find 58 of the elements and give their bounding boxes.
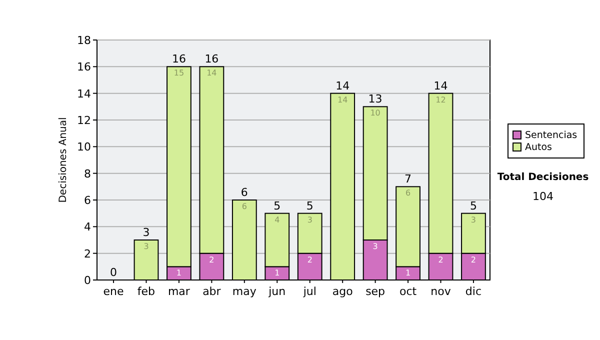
data-label: 2 bbox=[470, 255, 476, 264]
y-tick-label: 6 bbox=[84, 194, 91, 207]
y-tick-label: 8 bbox=[84, 167, 91, 180]
total-label: 14 bbox=[434, 79, 448, 92]
y-tick-label: 14 bbox=[77, 87, 91, 100]
total-label: 14 bbox=[336, 79, 350, 92]
legend-label: Autos bbox=[525, 142, 552, 153]
x-tick-label: feb bbox=[137, 285, 156, 298]
data-label: 2 bbox=[209, 255, 214, 264]
total-label: 16 bbox=[204, 52, 219, 66]
total-label: 0 bbox=[110, 266, 118, 279]
data-label: 10 bbox=[370, 108, 380, 118]
legend-label: Sentencias bbox=[525, 130, 578, 141]
text: Total Decisiones bbox=[497, 172, 589, 183]
total-label: 5 bbox=[470, 199, 477, 212]
data-label: 3 bbox=[307, 215, 312, 224]
x-tick-label: sep bbox=[366, 285, 386, 298]
data-label: 14 bbox=[206, 68, 217, 78]
data-label: 12 bbox=[436, 95, 446, 104]
total-label: 7 bbox=[404, 172, 412, 186]
y-axis-title: Decisiones Anual bbox=[58, 117, 69, 203]
data-label: 6 bbox=[242, 202, 247, 211]
data-label: 15 bbox=[174, 68, 184, 78]
total-label: 16 bbox=[172, 52, 186, 66]
total-label: 13 bbox=[368, 92, 382, 106]
x-tick-label: abr bbox=[202, 285, 222, 298]
x-tick-label: oct bbox=[399, 285, 418, 298]
data-label: 2 bbox=[438, 255, 444, 264]
x-tick-label: jun bbox=[268, 285, 286, 298]
y-tick-label: 0 bbox=[84, 274, 91, 287]
x-tick-label: mar bbox=[168, 285, 190, 298]
y-tick-label: 2 bbox=[84, 247, 91, 260]
total-label: 5 bbox=[274, 199, 281, 212]
y-tick-label: 4 bbox=[84, 220, 91, 234]
data-label: 2 bbox=[307, 255, 312, 264]
x-tick-label: may bbox=[232, 285, 257, 298]
x-tick-label: dic bbox=[465, 285, 482, 298]
data-label: 1 bbox=[274, 268, 280, 278]
text: 104 bbox=[532, 190, 554, 203]
data-label: 1 bbox=[176, 268, 182, 278]
x-tick-label: jul bbox=[302, 285, 316, 298]
data-label: 14 bbox=[337, 95, 348, 104]
data-label: 4 bbox=[274, 215, 280, 224]
x-tick-label: nov bbox=[430, 285, 452, 298]
data-label: 3 bbox=[144, 242, 149, 251]
total-label: 5 bbox=[306, 199, 314, 212]
total-label: 3 bbox=[142, 226, 150, 239]
y-tick-label: 10 bbox=[77, 140, 91, 154]
y-tick-label: 16 bbox=[77, 60, 91, 74]
x-tick-label: ene bbox=[103, 285, 124, 298]
total-label: 6 bbox=[240, 186, 248, 199]
data-label: 6 bbox=[405, 188, 411, 198]
y-tick-label: 12 bbox=[77, 114, 91, 127]
data-label: 3 bbox=[470, 215, 476, 224]
data-label: 3 bbox=[372, 242, 378, 251]
y-tick-label: 18 bbox=[77, 34, 91, 47]
data-label: 1 bbox=[405, 268, 411, 278]
x-tick-label: ago bbox=[332, 285, 354, 298]
